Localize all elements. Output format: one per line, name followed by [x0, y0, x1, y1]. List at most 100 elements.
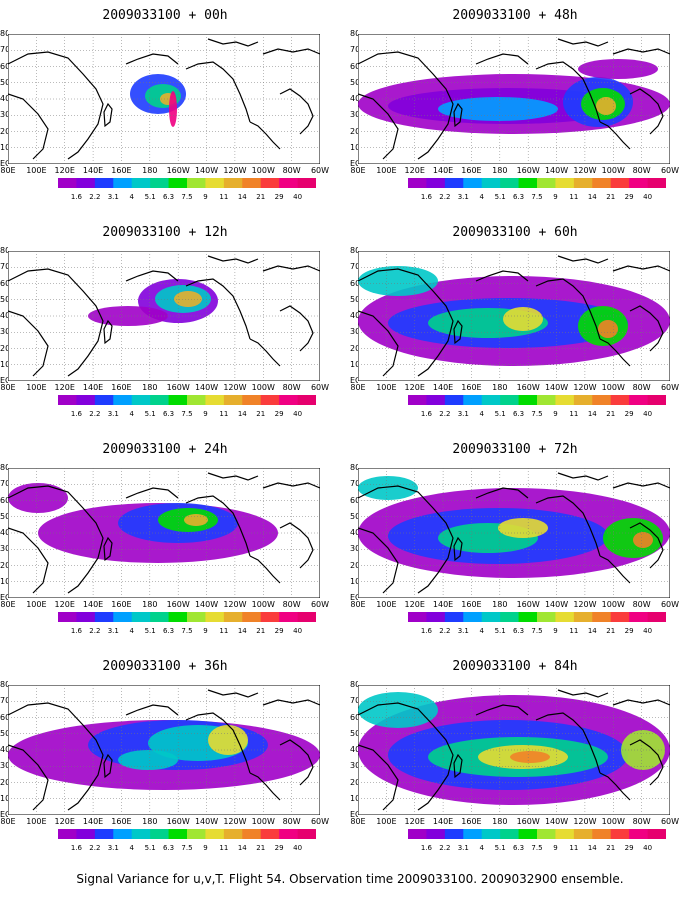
coastline [358, 527, 399, 594]
longitude-tick-label: 100E [26, 166, 47, 175]
colorbar-swatch [481, 178, 501, 188]
longitude-tick-label: 160E [111, 600, 132, 609]
colorbar-tick-label: 11 [219, 410, 228, 418]
colorbar-swatch [279, 395, 298, 405]
colorbar-tick-label: 21 [606, 193, 615, 201]
longitude-tick-label: 60W [660, 166, 680, 175]
colorbar-tick-label: 2.2 [439, 627, 450, 635]
latitude-tick-label: 20N [0, 560, 8, 570]
colorbar-swatch [260, 612, 280, 622]
colorbar-tick-label: 29 [275, 193, 284, 201]
latitude-tick-label: 30N [350, 327, 358, 337]
coastline [453, 536, 463, 562]
colorbar-swatch [242, 395, 262, 405]
colorbar-swatch [131, 612, 151, 622]
variance-contour [169, 91, 177, 127]
colorbar-tick-label: 4 [479, 193, 484, 201]
latitude-tick-label: 70N [0, 262, 8, 272]
panel-12h: 2009033100 + 12h 1.6 2.2 3.1 4 5.1 6.3 7.5 9 11 1… [0, 225, 330, 425]
colorbar-swatch [444, 612, 464, 622]
longitude-tick-label: 160E [111, 817, 132, 826]
colorbar-swatch [187, 395, 206, 405]
colorbar-tick-label: 9 [553, 410, 557, 418]
colorbar-swatch [297, 829, 316, 839]
latitude-tick-label: 30N [0, 327, 8, 337]
colorbar-swatch [168, 395, 188, 405]
latitude-tick-label: 30N [350, 544, 358, 554]
coastline [557, 38, 609, 47]
longitude-tick-label: 100E [376, 166, 397, 175]
colorbar-swatch [279, 178, 298, 188]
variance-contour [358, 266, 438, 296]
colorbar-swatch [408, 612, 427, 622]
colorbar-tick-label: 14 [588, 844, 597, 852]
longitude-tick-label: 80E [0, 166, 16, 175]
coastline [475, 487, 529, 499]
coastline [103, 319, 113, 345]
colorbar-tick-label: 40 [643, 410, 652, 418]
coastline [249, 555, 281, 584]
variance-contour [503, 307, 543, 331]
panel-title: 2009033100 + 24h [102, 442, 228, 457]
colorbar-tick-label: 3.1 [108, 844, 119, 852]
longitude-tick-label: 100W [601, 600, 625, 609]
latitude-tick-label: 80N [0, 463, 8, 472]
colorbar-swatch [168, 178, 188, 188]
colorbar-tick-label: 40 [643, 193, 652, 201]
latitude-tick-label: EQ [350, 593, 358, 602]
coastline [358, 268, 454, 377]
coastline [103, 753, 113, 779]
colorbar-tick-label: 6.3 [513, 627, 524, 635]
colorbar-swatch [131, 178, 151, 188]
colorbar-tick-label: 1.6 [71, 193, 83, 201]
colorbar-tick-label: 2.2 [439, 410, 450, 418]
longitude-tick-label: 120W [573, 383, 597, 392]
coastline [453, 753, 463, 779]
colorbar-swatch [573, 612, 593, 622]
colorbar-tick-label: 4 [129, 193, 134, 201]
longitude-tick-label: 140W [544, 600, 569, 609]
coastline [103, 536, 113, 562]
longitude-tick-label: 120W [223, 166, 247, 175]
variance-contour [633, 532, 653, 548]
colorbar-swatch [297, 178, 316, 188]
latitude-tick-label: 60N [350, 495, 358, 505]
coastline [599, 121, 631, 150]
colorbar-labels: 1.6 2.2 3.1 4 5.1 6.3 7.5 9 11 14 21 29 40 [421, 410, 652, 418]
latitude-tick-label: 70N [0, 696, 8, 706]
colorbar-tick-label: 9 [203, 627, 207, 635]
colorbar-tick-label: 7.5 [181, 410, 192, 418]
latitude-tick-label: 50N [350, 511, 358, 521]
colorbar-swatch [629, 178, 648, 188]
longitude-tick-label: 80W [282, 383, 301, 392]
latitude-tick-label: 20N [350, 343, 358, 353]
variance-contour [598, 320, 618, 338]
colorbar-tick-label: 40 [293, 193, 302, 201]
longitude-tick-label: 120E [54, 600, 75, 609]
colorbar-tick-label: 5.1 [145, 410, 156, 418]
coastline [358, 310, 399, 377]
panel-title: 2009033100 + 60h [452, 225, 578, 240]
latitude-tick-label: 20N [350, 777, 358, 787]
colorbar-swatch [279, 612, 298, 622]
latitude-tick-label: 40N [350, 528, 358, 537]
latitude-tick-label: 20N [350, 126, 358, 136]
colorbar-tick-label: 29 [275, 844, 284, 852]
colorbar [408, 395, 666, 405]
colorbar-swatch [242, 178, 262, 188]
colorbar-swatch [629, 829, 648, 839]
colorbar-tick-label: 5.1 [145, 627, 156, 635]
colorbar [58, 178, 316, 188]
panel-48h: 2009033100 + 48h 1.6 2.2 3.1 4 5.1 6.3 7.5 9 11 1… [350, 8, 680, 208]
coastline [125, 270, 179, 282]
colorbar-tick-label: 1.6 [421, 844, 433, 852]
colorbar-swatch [168, 829, 188, 839]
longitude-tick-label: 120E [54, 817, 75, 826]
longitude-tick-label: 160E [111, 166, 132, 175]
longitude-tick-label: 120E [404, 383, 425, 392]
coastline [599, 772, 631, 801]
colorbar-tick-label: 2.2 [89, 193, 100, 201]
colorbar-swatch [426, 178, 446, 188]
colorbar-tick-label: 14 [238, 844, 247, 852]
coastline [475, 53, 529, 65]
